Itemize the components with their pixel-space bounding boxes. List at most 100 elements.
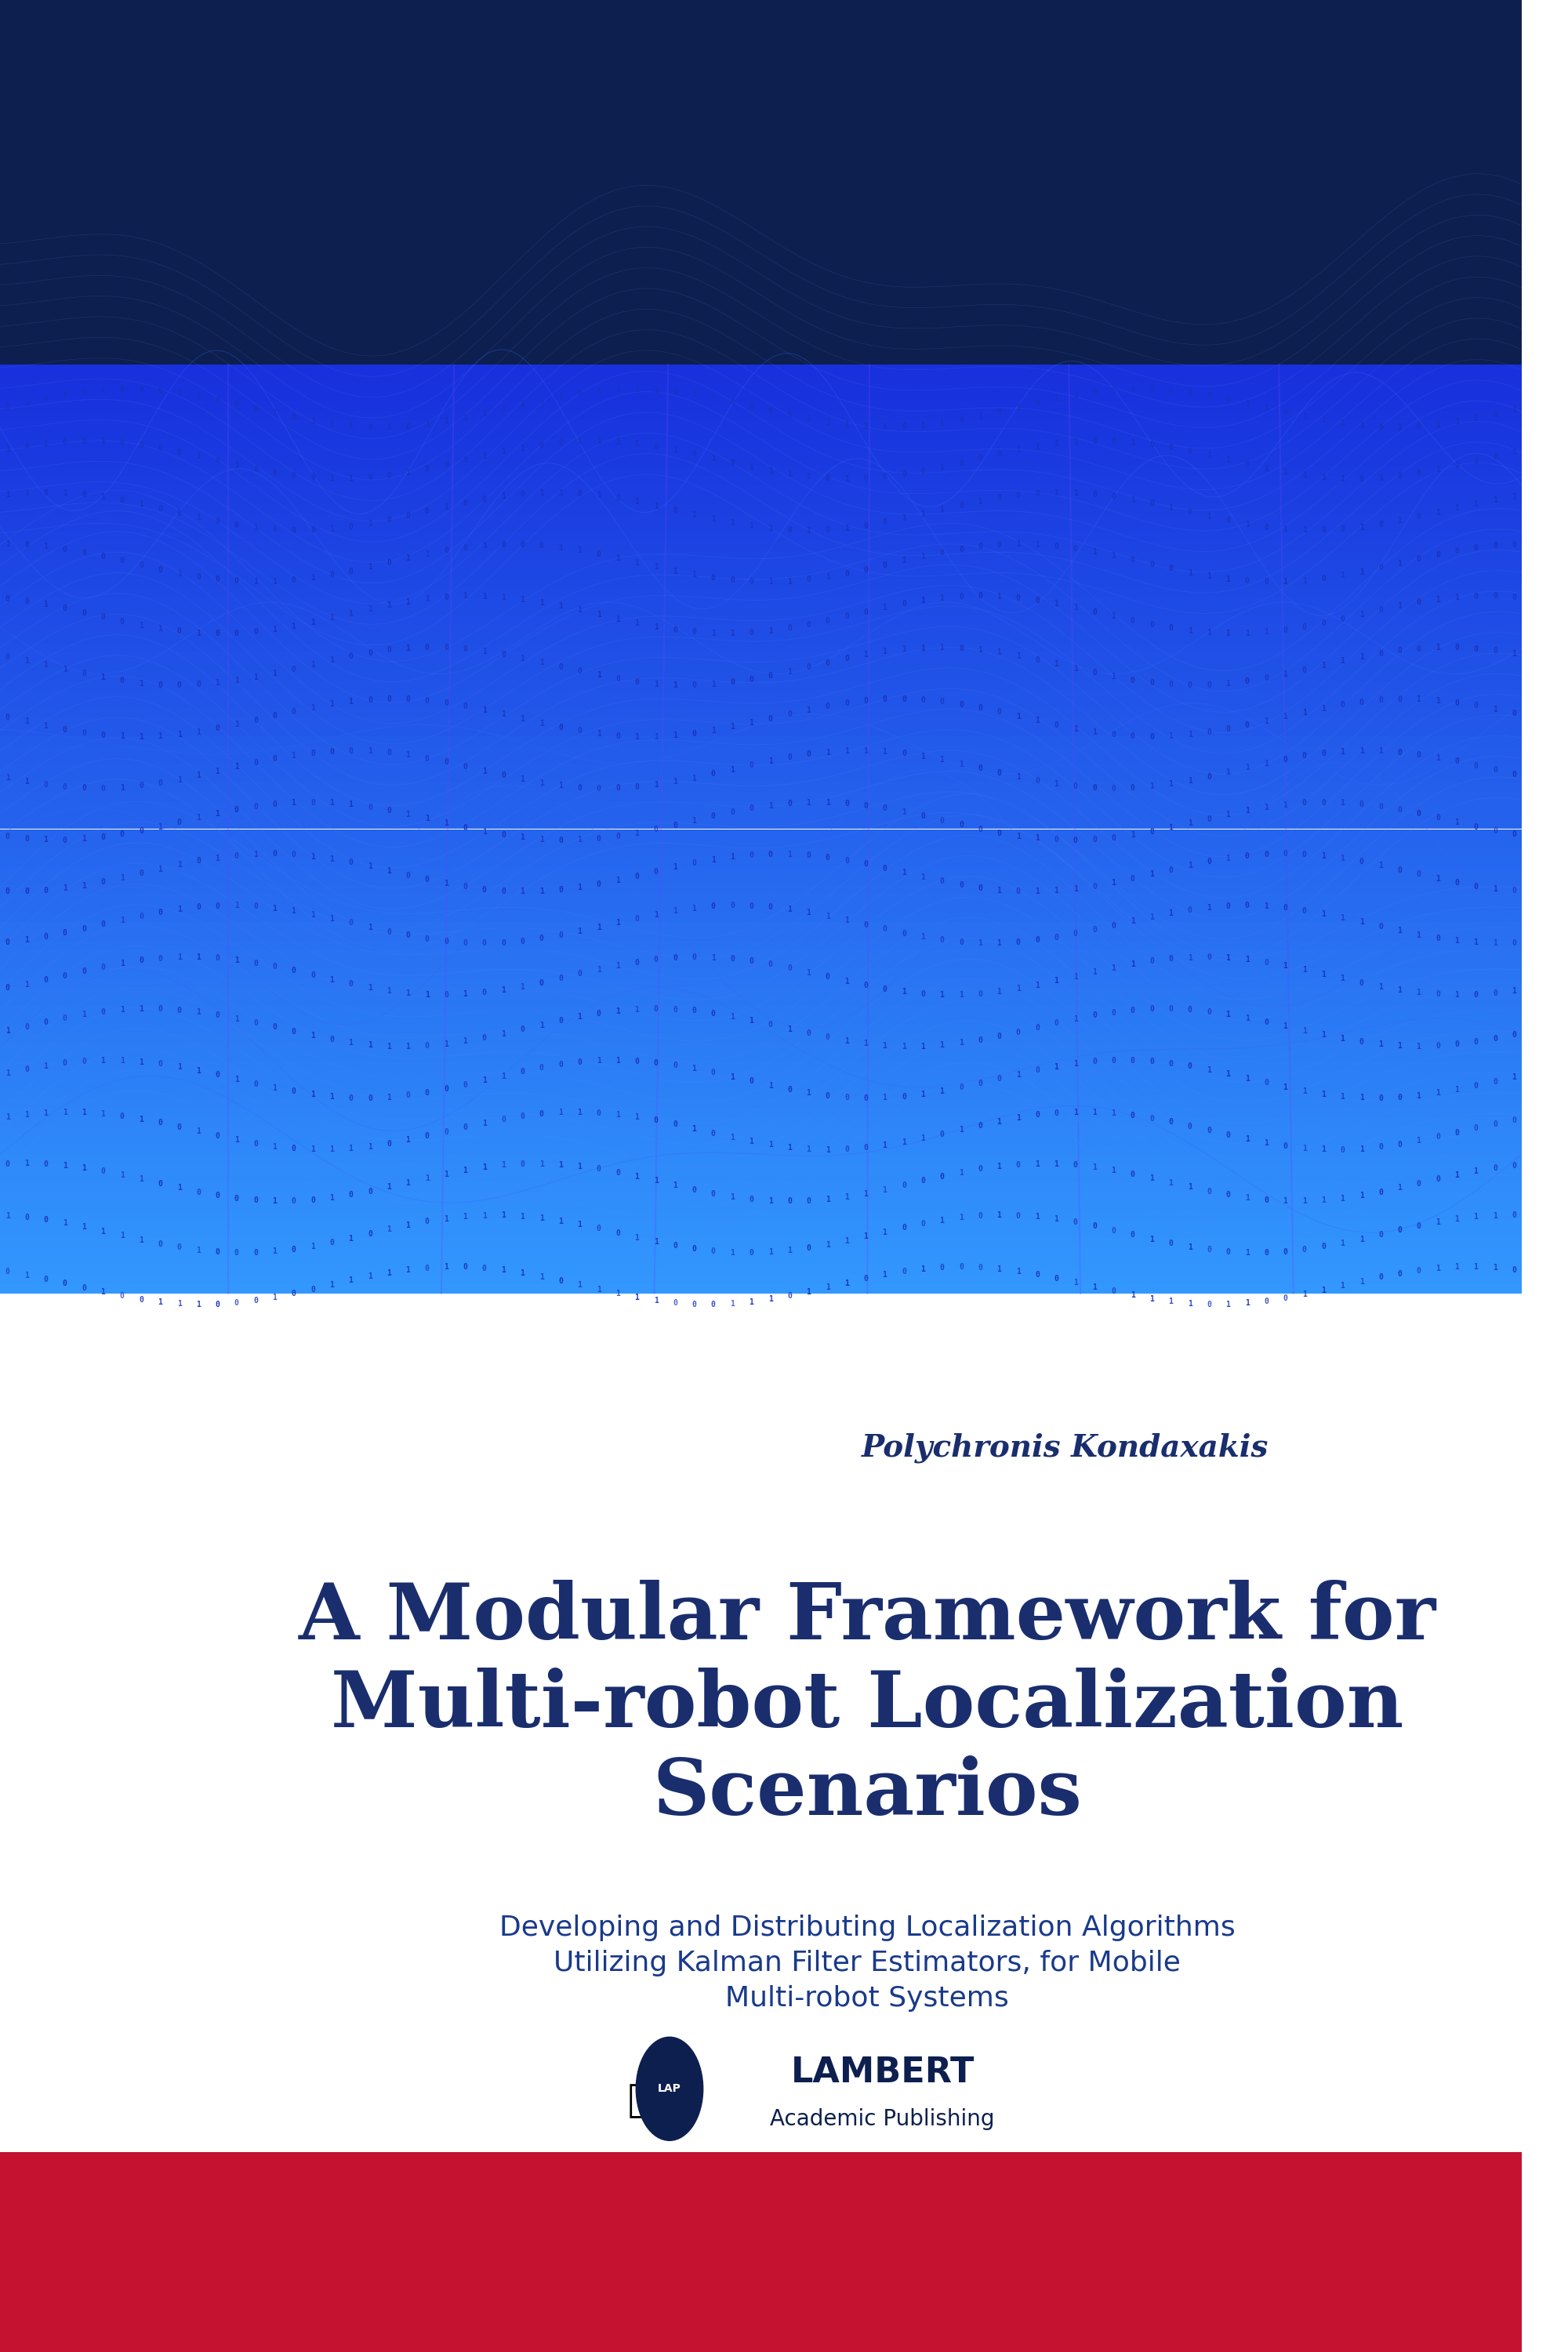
Text: 0: 0 — [25, 597, 28, 604]
Text: 1: 1 — [1301, 708, 1306, 717]
Text: 0: 0 — [596, 1110, 601, 1117]
Text: 0: 0 — [997, 708, 1002, 715]
Text: 1: 1 — [329, 856, 334, 863]
Text: 1: 1 — [844, 421, 848, 428]
Text: 0: 0 — [1054, 934, 1058, 941]
Text: 1: 1 — [1359, 1145, 1364, 1152]
Text: 1: 1 — [158, 626, 163, 633]
Text: 1: 1 — [844, 917, 848, 924]
Bar — [0, 2152, 1521, 2352]
Text: 1: 1 — [654, 910, 659, 920]
Text: 0: 0 — [100, 964, 105, 971]
Bar — [0, 950, 1521, 960]
Text: 1: 1 — [1341, 1035, 1345, 1042]
Text: 1: 1 — [616, 920, 619, 927]
Text: 1: 1 — [806, 1289, 811, 1296]
Text: 0: 0 — [902, 423, 906, 430]
Text: 0: 0 — [406, 513, 411, 520]
Text: 0: 0 — [1493, 647, 1497, 654]
Text: 1: 1 — [939, 419, 944, 428]
Text: 0: 0 — [63, 1279, 67, 1287]
Bar — [0, 550, 1521, 560]
Text: 1: 1 — [902, 644, 906, 654]
Text: 0: 0 — [997, 449, 1002, 459]
Text: 1: 1 — [1341, 748, 1345, 755]
Text: 1: 1 — [425, 595, 430, 602]
Text: 1: 1 — [25, 1110, 28, 1120]
Text: 1: 1 — [806, 969, 811, 976]
Text: 1: 1 — [1435, 1218, 1439, 1225]
Text: 0: 0 — [750, 804, 754, 811]
Text: 0: 0 — [387, 647, 392, 654]
Text: 0: 0 — [978, 990, 983, 997]
Text: 0: 0 — [44, 1018, 49, 1025]
Text: 1: 1 — [1493, 1263, 1497, 1272]
Bar — [0, 430, 1521, 440]
Text: 0: 0 — [558, 440, 563, 447]
Text: 1: 1 — [44, 1110, 49, 1117]
Text: 0: 0 — [1035, 936, 1040, 943]
Text: 0: 0 — [806, 621, 811, 628]
Text: 1: 1 — [1016, 1115, 1021, 1122]
Text: 0: 0 — [158, 1181, 163, 1188]
Text: 1: 1 — [1397, 1042, 1402, 1049]
Text: 1: 1 — [883, 1228, 887, 1237]
Text: 0: 0 — [329, 572, 334, 579]
Text: 0: 0 — [731, 576, 734, 583]
Text: 1: 1 — [329, 475, 334, 482]
Bar — [0, 456, 1521, 466]
Text: 1: 1 — [463, 1037, 467, 1044]
Text: LAMBERT: LAMBERT — [790, 2056, 974, 2089]
Text: 0: 0 — [1301, 908, 1306, 915]
Text: 1: 1 — [920, 597, 925, 604]
Text: 0: 0 — [844, 569, 848, 579]
Text: 0: 0 — [5, 1160, 9, 1169]
Text: 0: 0 — [292, 666, 296, 673]
Text: 1: 1 — [635, 1174, 640, 1181]
Text: 1: 1 — [1359, 1094, 1364, 1101]
Text: 0: 0 — [1416, 555, 1421, 562]
Text: 0: 0 — [1035, 1110, 1040, 1120]
Text: 1: 1 — [521, 983, 525, 990]
Bar — [0, 1089, 1521, 1098]
Text: 1: 1 — [481, 1077, 486, 1084]
Text: 0: 0 — [997, 769, 1002, 776]
Text: 1: 1 — [1149, 1174, 1154, 1183]
Text: 0: 0 — [768, 407, 773, 414]
Text: 0: 0 — [902, 600, 906, 607]
Text: 1: 1 — [1359, 421, 1364, 430]
Bar — [0, 1023, 1521, 1033]
Text: 1: 1 — [158, 731, 163, 741]
Text: 0: 0 — [1054, 1275, 1058, 1282]
Text: 0: 0 — [939, 936, 944, 943]
Text: 0: 0 — [1397, 473, 1402, 480]
Text: 0: 0 — [1093, 388, 1098, 397]
Text: 1: 1 — [635, 560, 640, 567]
Text: 0: 0 — [1112, 1287, 1116, 1296]
Text: 0: 0 — [1207, 1301, 1210, 1308]
Text: 0: 0 — [502, 830, 506, 840]
Text: 0: 0 — [1322, 619, 1325, 628]
Text: 1: 1 — [1341, 1094, 1345, 1101]
Text: 0: 0 — [997, 1033, 1002, 1040]
Text: 0: 0 — [787, 800, 792, 807]
Text: 1: 1 — [406, 555, 411, 562]
Text: 0: 0 — [1016, 938, 1021, 946]
Text: 1: 1 — [902, 515, 906, 522]
Text: 0: 0 — [348, 748, 353, 755]
Text: 1: 1 — [1073, 1108, 1077, 1117]
Text: 1: 1 — [367, 1272, 372, 1279]
Text: 0: 0 — [939, 1174, 944, 1181]
Text: 0: 0 — [750, 675, 754, 684]
Text: 0: 0 — [558, 974, 563, 983]
Text: 0: 0 — [1112, 835, 1116, 842]
Text: 1: 1 — [1112, 673, 1116, 680]
Text: 1: 1 — [616, 962, 619, 969]
Text: 0: 0 — [1264, 1080, 1269, 1087]
Text: 0: 0 — [978, 1037, 983, 1044]
Text: 1: 1 — [731, 722, 734, 731]
Text: 0: 0 — [273, 524, 278, 534]
Text: 0: 0 — [806, 1197, 811, 1204]
Text: 0: 0 — [691, 682, 696, 689]
Text: 0: 0 — [158, 1061, 163, 1068]
